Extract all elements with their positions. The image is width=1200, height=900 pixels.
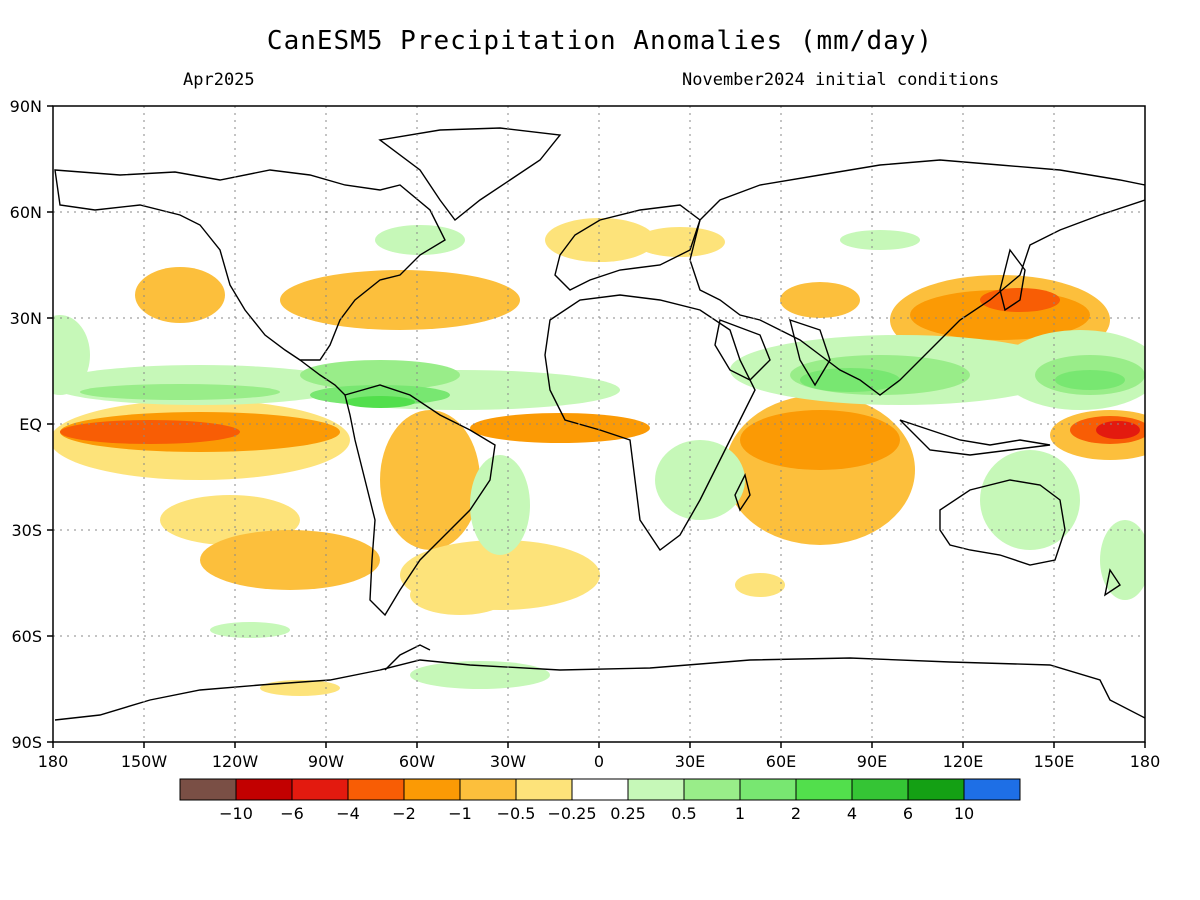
wet-anomalies: [53, 225, 1145, 689]
colorbar-label: −6: [280, 804, 304, 823]
central-america-outline: [299, 359, 346, 396]
colorbar-label: 0.5: [671, 804, 696, 823]
coastlines: [54, 127, 1145, 721]
lon-label: 120E: [943, 752, 984, 771]
lat-label: 30S: [11, 521, 42, 540]
longitude-labels: 180 150W 120W 90W 60W 30W 0 30E 60E 90E …: [38, 752, 1161, 771]
colorbar-swatch: [347, 778, 405, 801]
colorbar: −10 −6 −4 −2 −1 −0.5 −0.25 0.25 0.5 1 2 4 6 10: [179, 778, 1021, 823]
colorbar-label: 2: [791, 804, 801, 823]
map-title: CanESM5 Precipitation Anomalies (mm/day): [266, 26, 934, 56]
colorbar-swatch: [291, 778, 349, 801]
colorbar-swatch: [403, 778, 461, 801]
colorbar-label: −0.25: [547, 804, 596, 823]
lon-label: 150W: [121, 752, 168, 771]
antarctica-outline: [54, 657, 1145, 721]
europe-outline: [554, 204, 701, 291]
colorbar-swatch: [459, 778, 517, 801]
lon-label: 60W: [399, 752, 435, 771]
lat-label: 90N: [10, 97, 42, 116]
greenland-outline: [378, 127, 562, 221]
colorbar-swatch: [235, 778, 293, 801]
lon-label: 30W: [490, 752, 526, 771]
lon-label: 90E: [857, 752, 887, 771]
lon-label: 180: [38, 752, 69, 771]
india-outline: [789, 318, 831, 387]
africa-outline: [544, 294, 756, 552]
colorbar-swatch: [627, 778, 685, 801]
colorbar-label: 4: [847, 804, 857, 823]
madagascar-outline: [734, 472, 751, 512]
colorbar-swatch: [851, 778, 909, 801]
forecast-month: Apr2025: [183, 70, 255, 90]
graticule: [53, 106, 1145, 742]
colorbar-swatch: [179, 778, 237, 801]
initial-conditions: November2024 initial conditions: [682, 70, 1000, 90]
colorbar-label: −4: [336, 804, 360, 823]
axis-ticks: [47, 105, 1146, 748]
south-america-outline: [344, 384, 496, 617]
japan-outline: [999, 248, 1026, 312]
arabia-outline: [714, 319, 771, 381]
colorbar-swatch: [739, 778, 797, 801]
colorbar-swatch: [963, 778, 1021, 801]
north-america-outline: [54, 169, 446, 361]
lat-label: 60N: [10, 203, 42, 222]
colorbar-swatch: [683, 778, 741, 801]
lat-label: 30N: [10, 309, 42, 328]
colorbar-label: 6: [903, 804, 913, 823]
lon-label: 90W: [308, 752, 344, 771]
lat-label: 60S: [11, 627, 42, 646]
colorbar-label: 10: [954, 804, 974, 823]
lon-label: 150E: [1034, 752, 1075, 771]
antarctic-peninsula-outline: [384, 644, 431, 671]
new-zealand-outline: [1103, 568, 1121, 597]
australia-outline: [939, 479, 1066, 566]
colorbar-label: −10: [219, 804, 253, 823]
latitude-labels: 90N 60N 30N EQ 30S 60S 90S: [10, 97, 42, 752]
colorbar-swatch: [515, 778, 573, 801]
lon-label: 0: [594, 752, 604, 771]
lat-label: EQ: [19, 415, 42, 434]
lon-label: 60E: [766, 752, 796, 771]
indonesia-outline: [899, 419, 1051, 456]
anomaly-field: [53, 218, 1145, 696]
asia-outline: [689, 159, 1145, 396]
colorbar-label: −0.5: [497, 804, 536, 823]
colorbar-label: 1: [735, 804, 745, 823]
colorbar-swatch: [907, 778, 965, 801]
lon-label: 30E: [675, 752, 705, 771]
colorbar-label: 0.25: [610, 804, 646, 823]
colorbar-label: −1: [448, 804, 472, 823]
lon-label: 120W: [212, 752, 259, 771]
colorbar-label: −2: [392, 804, 416, 823]
colorbar-swatch: [795, 778, 853, 801]
lon-label: 180: [1130, 752, 1161, 771]
colorbar-swatch: [571, 778, 629, 801]
lat-label: 90S: [11, 733, 42, 752]
